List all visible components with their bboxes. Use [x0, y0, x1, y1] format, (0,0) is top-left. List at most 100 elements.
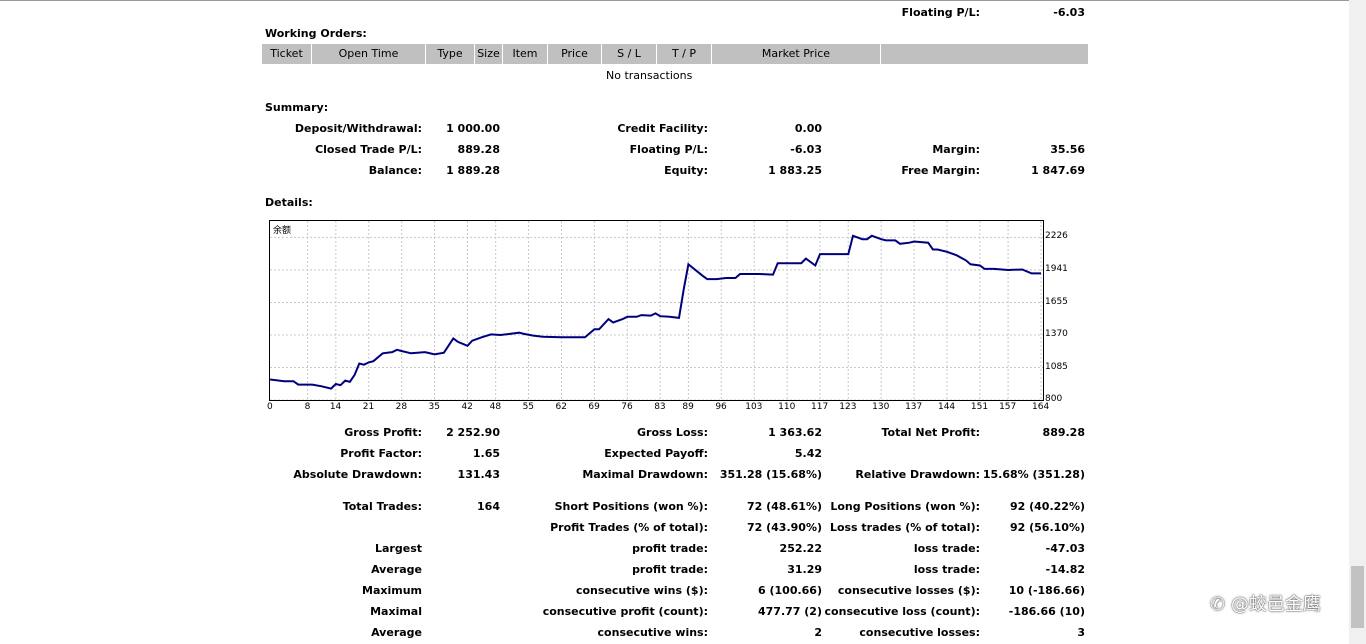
- largest-loss-label: loss trade:: [913, 542, 980, 555]
- x-tick-label: 8: [304, 402, 311, 412]
- col-item[interactable]: Item: [503, 44, 548, 64]
- maximum-label: Maximum: [362, 584, 422, 597]
- x-tick-label: 48: [489, 402, 502, 412]
- maximal-loss-label: consecutive loss (count):: [824, 605, 980, 618]
- expected-payoff-value: 5.42: [794, 447, 822, 460]
- largest-profit-value: 252.22: [779, 542, 822, 555]
- no-transactions-text: No transactions: [606, 69, 693, 82]
- largest-profit-label: profit trade:: [632, 542, 708, 555]
- x-tick-label: 130: [872, 402, 890, 412]
- floating-top-value: -6.03: [1053, 6, 1085, 19]
- expected-payoff-label: Expected Payoff:: [604, 447, 708, 460]
- x-tick-label: 55: [522, 402, 535, 412]
- y-tick-label: 1655: [1045, 296, 1068, 307]
- equity-value: 1 883.25: [768, 164, 822, 177]
- long-positions-label: Long Positions (won %):: [830, 500, 980, 513]
- margin-value: 35.56: [1050, 143, 1085, 156]
- maximum-losses-value: 10 (-186.66): [1008, 584, 1085, 597]
- relative-drawdown-label: Relative Drawdown:: [855, 468, 980, 481]
- col-open-time[interactable]: Open Time: [312, 44, 426, 64]
- average-label: Average: [371, 563, 422, 576]
- maximum-wins-value: 6 (100.66): [758, 584, 822, 597]
- deposit-label: Deposit/Withdrawal:: [294, 122, 422, 135]
- details-title: Details:: [265, 196, 313, 209]
- working-orders-header: Ticket Open Time Type Size Item Price S …: [262, 44, 1088, 64]
- col-type[interactable]: Type: [426, 44, 475, 64]
- largest-loss-value: -47.03: [1045, 542, 1085, 555]
- average-consec-wins-value: 2: [814, 626, 822, 639]
- balance-value: 1 889.28: [446, 164, 500, 177]
- gross-loss-value: 1 363.62: [768, 426, 822, 439]
- x-tick-label: 144: [937, 402, 956, 412]
- floating-top-label: Floating P/L:: [901, 6, 980, 19]
- equity-label: Equity:: [664, 164, 708, 177]
- col-sl[interactable]: S / L: [602, 44, 657, 64]
- floating-label: Floating P/L:: [629, 143, 708, 156]
- y-tick-label: 1370: [1045, 329, 1068, 339]
- y-tick-label: 2226: [1045, 231, 1068, 242]
- x-tick-label: 42: [461, 402, 473, 412]
- credit-value: 0.00: [794, 122, 822, 135]
- summary-title: Summary:: [265, 101, 329, 114]
- x-tick-label: 14: [329, 402, 342, 412]
- col-blank[interactable]: [881, 44, 1088, 64]
- balance-label: Balance:: [368, 164, 422, 177]
- gross-loss-label: Gross Loss:: [637, 426, 708, 439]
- average-loss-value: -14.82: [1045, 563, 1085, 576]
- largest-label: Largest: [375, 542, 422, 555]
- x-tick-label: 157: [999, 402, 1017, 412]
- x-tick-label: 164: [1032, 402, 1050, 412]
- short-positions-label: Short Positions (won %):: [554, 500, 708, 513]
- col-price[interactable]: Price: [548, 44, 602, 64]
- free-margin-label: Free Margin:: [901, 164, 980, 177]
- x-tick-label: 0: [267, 402, 273, 412]
- relative-drawdown-value: 15.68% (351.28): [982, 468, 1085, 481]
- closed-pl-label: Closed Trade P/L:: [315, 143, 422, 156]
- col-market-price[interactable]: Market Price: [712, 44, 881, 64]
- x-tick-label: 110: [778, 402, 796, 412]
- y-tick-label: 1941: [1045, 263, 1068, 274]
- x-tick-label: 123: [839, 402, 857, 412]
- margin-label: Margin:: [932, 143, 980, 156]
- working-orders-title: Working Orders:: [265, 27, 367, 40]
- x-tick-label: 96: [715, 402, 727, 412]
- balance-chart: 余额: [269, 220, 1044, 401]
- col-tp[interactable]: T / P: [657, 44, 712, 64]
- top-border: [0, 0, 1366, 1]
- col-ticket[interactable]: Ticket: [262, 44, 312, 64]
- loss-trades-label: Loss trades (% of total):: [829, 521, 980, 534]
- long-positions-value: 92 (40.22%): [1009, 500, 1085, 513]
- x-tick-label: 35: [428, 402, 440, 412]
- total-trades-value: 164: [477, 500, 500, 513]
- x-tick-label: 117: [811, 402, 829, 412]
- vertical-scrollbar[interactable]: [1349, 0, 1366, 644]
- scrollbar-thumb[interactable]: [1351, 566, 1364, 628]
- short-positions-value: 72 (48.61%): [746, 500, 822, 513]
- total-trades-label: Total Trades:: [342, 500, 422, 513]
- free-margin-value: 1 847.69: [1031, 164, 1085, 177]
- watermark-text: @蛟邑金鹰: [1230, 594, 1321, 615]
- average-consec-losses-label: consecutive losses:: [859, 626, 980, 639]
- x-tick-label: 89: [682, 402, 694, 412]
- deposit-value: 1 000.00: [446, 122, 500, 135]
- average-loss-label: loss trade:: [913, 563, 980, 576]
- maximal-drawdown-label: Maximal Drawdown:: [582, 468, 708, 481]
- maximal-drawdown-value: 351.28 (15.68%): [719, 468, 822, 481]
- average-consec-losses-value: 3: [1077, 626, 1085, 639]
- average-profit-value: 31.29: [787, 563, 822, 576]
- maximal-loss-value: -186.66 (10): [1008, 605, 1085, 618]
- profit-factor-value: 1.65: [472, 447, 500, 460]
- maximal-label: Maximal: [370, 605, 422, 618]
- gross-profit-label: Gross Profit:: [344, 426, 422, 439]
- floating-value: -6.03: [790, 143, 822, 156]
- total-net-profit-value: 889.28: [1042, 426, 1085, 439]
- col-size[interactable]: Size: [475, 44, 503, 64]
- chart-svg: [270, 221, 1043, 400]
- chart-title: 余额: [273, 226, 292, 236]
- watermark: ✆ @蛟邑金鹰: [1210, 590, 1321, 616]
- absolute-drawdown-label: Absolute Drawdown:: [293, 468, 422, 481]
- average-consec-wins-label: consecutive wins:: [597, 626, 708, 639]
- x-tick-label: 76: [621, 402, 633, 412]
- maximal-profit-label: consecutive profit (count):: [542, 605, 708, 618]
- profit-factor-label: Profit Factor:: [340, 447, 422, 460]
